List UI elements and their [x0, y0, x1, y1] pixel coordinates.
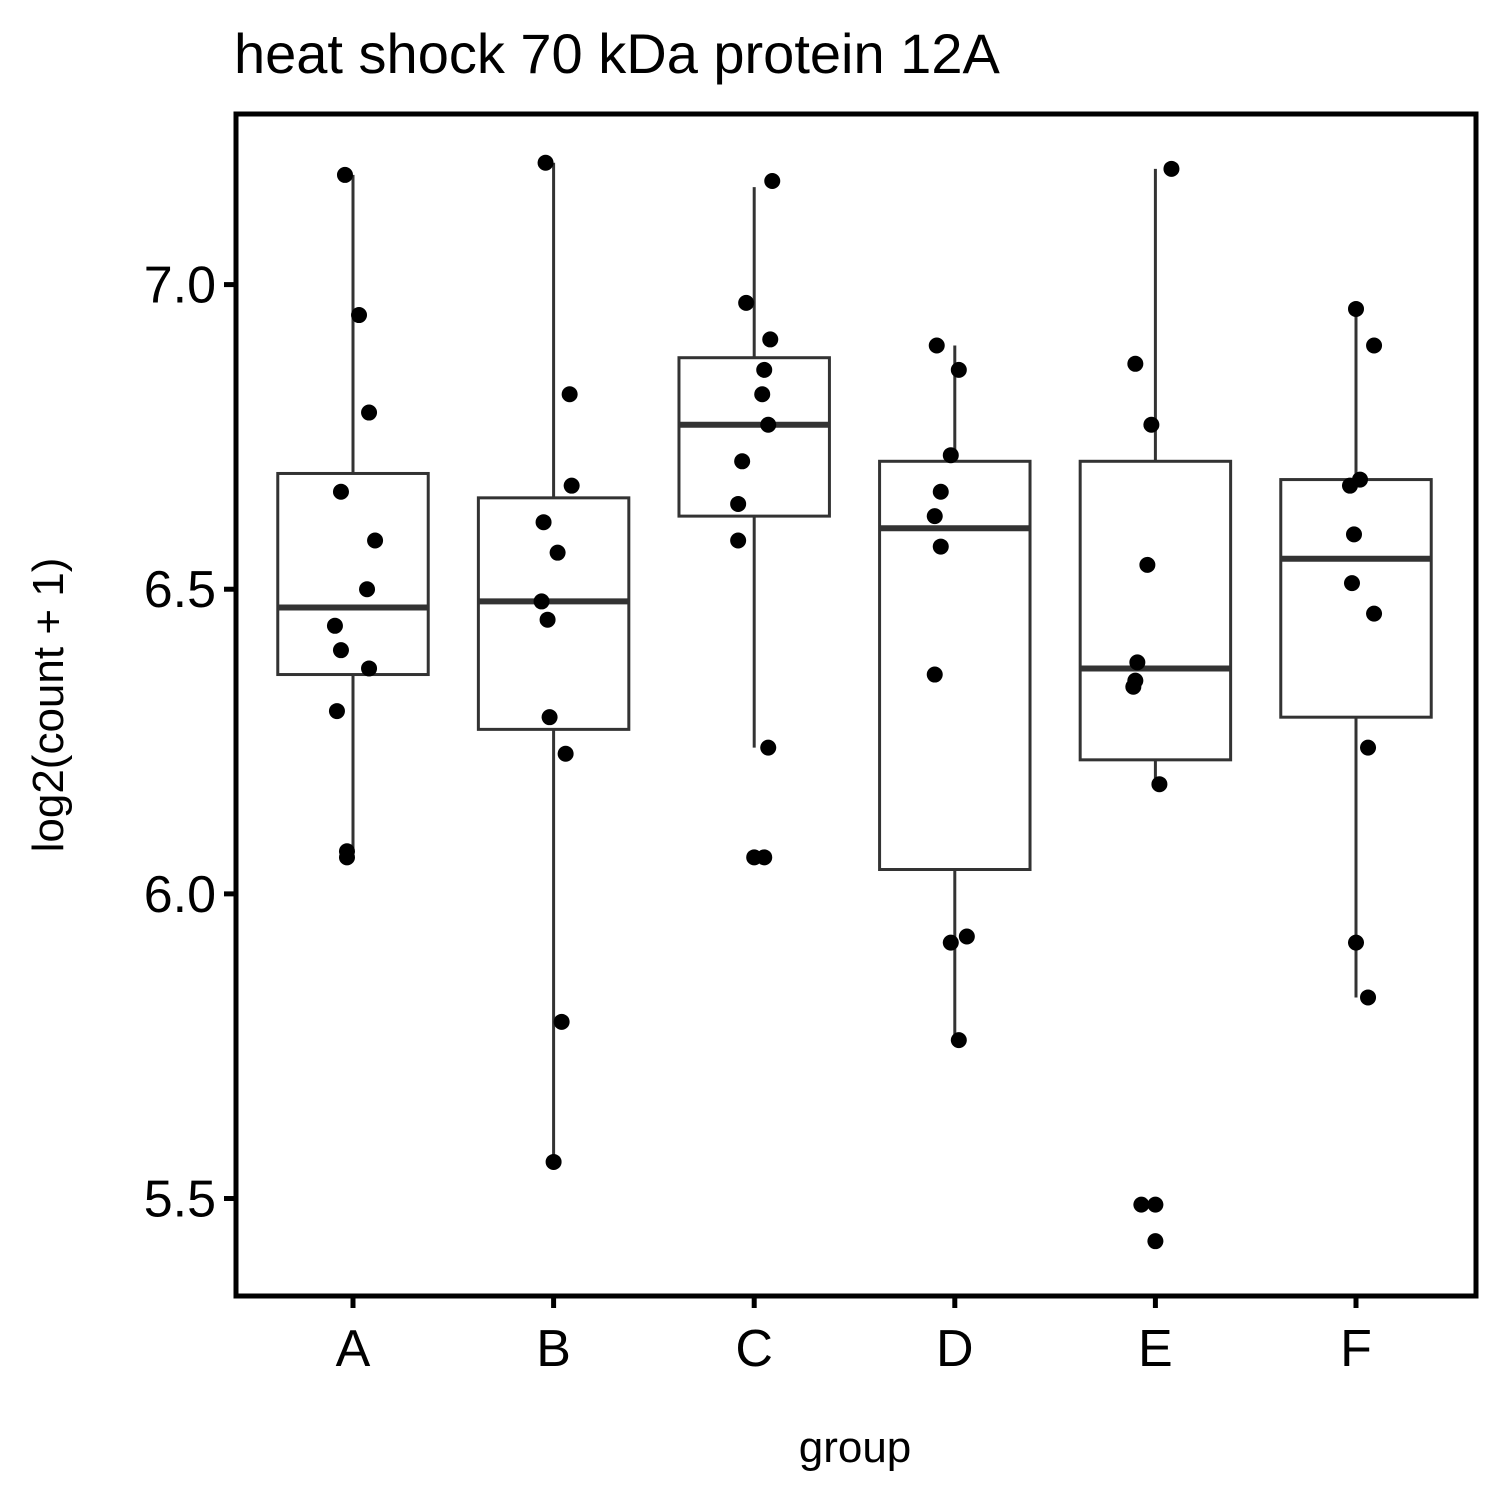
data-point [942, 447, 959, 464]
box-group-a [276, 174, 430, 852]
box-group-d [878, 345, 1032, 1041]
data-point [932, 538, 949, 555]
data-point [1360, 739, 1377, 756]
point-layer [326, 154, 1383, 1250]
data-point [553, 1013, 570, 1030]
x-tick-label: E [1138, 1320, 1173, 1378]
data-point [1163, 160, 1180, 177]
data-point [760, 739, 777, 756]
data-point [1343, 575, 1360, 592]
data-point [1345, 526, 1362, 543]
data-point [359, 581, 376, 598]
box-group-b [476, 162, 631, 1162]
data-point [332, 483, 349, 500]
data-point [545, 1153, 562, 1170]
data-point [928, 337, 945, 354]
y-tick-label: 6.0 [144, 866, 216, 924]
data-point [549, 544, 566, 561]
data-point [926, 666, 943, 683]
data-point [1143, 416, 1160, 433]
data-point [1360, 989, 1377, 1006]
data-point [756, 361, 773, 378]
data-point [950, 361, 967, 378]
data-point [361, 660, 378, 677]
box-layer [276, 162, 1433, 1162]
data-point [541, 709, 558, 726]
data-point [1139, 556, 1156, 573]
data-point [754, 386, 771, 403]
x-axis-title: group [799, 1423, 912, 1472]
data-point [539, 611, 556, 628]
data-point [1125, 678, 1142, 695]
x-tick-label: C [735, 1320, 773, 1378]
plot-panel [233, 111, 1479, 1299]
iqr-box [476, 496, 631, 731]
iqr-box [276, 471, 430, 677]
data-point [1147, 1196, 1164, 1213]
data-point [958, 928, 975, 945]
data-point [1341, 477, 1358, 494]
data-point [328, 703, 345, 720]
x-tick-label: A [336, 1320, 371, 1378]
box-group-e [1078, 168, 1233, 779]
data-point [760, 416, 777, 433]
data-point [756, 849, 773, 866]
data-point [535, 514, 552, 531]
box-group-c [677, 187, 831, 748]
data-point [932, 483, 949, 500]
data-point [730, 532, 747, 549]
data-point [942, 934, 959, 951]
data-point [361, 404, 378, 421]
y-tick-label: 6.5 [144, 561, 216, 619]
y-axis-title: log2(count + 1) [24, 558, 73, 853]
data-point [738, 294, 755, 311]
data-point [1348, 300, 1364, 317]
data-point [563, 477, 580, 494]
data-point [1366, 337, 1383, 354]
box-group-f [1279, 315, 1433, 998]
data-point [730, 495, 747, 512]
data-point [1151, 776, 1168, 793]
x-tick-label: B [536, 1320, 571, 1378]
data-point [1147, 1233, 1164, 1250]
x-axis: A B C D E F [336, 1296, 1372, 1378]
data-point [336, 166, 353, 183]
data-point [537, 154, 554, 171]
data-point [367, 532, 384, 549]
data-point [1348, 934, 1364, 951]
data-point [950, 1032, 967, 1049]
iqr-box [1279, 478, 1433, 719]
chart-title: heat shock 70 kDa protein 12A [234, 22, 1000, 85]
data-point [1129, 654, 1146, 671]
data-point [533, 593, 550, 610]
data-point [557, 745, 574, 762]
x-tick-label: D [936, 1320, 974, 1378]
data-point [332, 642, 349, 659]
data-point [926, 508, 943, 525]
data-point [561, 386, 578, 403]
y-axis: 5.5 6.0 6.5 7.0 [144, 257, 236, 1229]
data-point [734, 453, 751, 470]
iqr-box [677, 356, 831, 518]
y-tick-label: 5.5 [144, 1171, 216, 1229]
data-point [762, 331, 779, 348]
y-tick-label: 7.0 [144, 257, 216, 315]
data-point [1127, 355, 1144, 372]
data-point [351, 307, 368, 324]
iqr-box [878, 459, 1032, 872]
data-point [326, 617, 343, 634]
iqr-box [1078, 459, 1233, 762]
data-point [1366, 605, 1383, 622]
data-point [338, 849, 355, 866]
data-point [764, 173, 781, 190]
x-tick-label: F [1340, 1320, 1372, 1378]
data-point [1133, 1196, 1150, 1213]
